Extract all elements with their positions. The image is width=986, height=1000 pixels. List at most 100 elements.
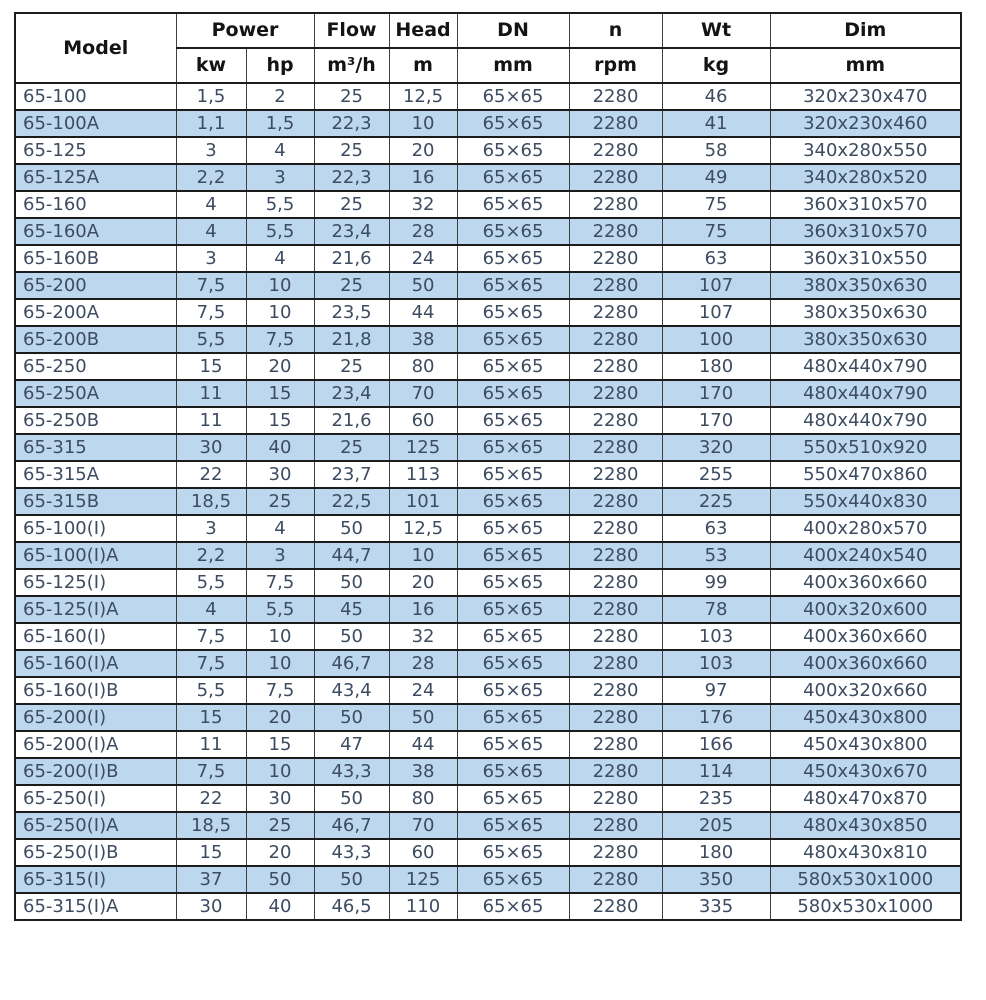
cell-weight: 235 bbox=[661, 784, 771, 813]
cell-dim: 480x430x850 bbox=[769, 811, 962, 840]
cell-dn: 65×65 bbox=[456, 460, 570, 489]
cell-power-kw: 7,5 bbox=[175, 649, 247, 678]
cell-head: 50 bbox=[388, 703, 458, 732]
col-header-wt: Wt bbox=[661, 12, 771, 49]
cell-speed: 2280 bbox=[568, 190, 663, 219]
cell-power-kw: 4 bbox=[175, 217, 247, 246]
cell-power-hp: 10 bbox=[245, 298, 315, 327]
cell-weight: 180 bbox=[661, 352, 771, 381]
cell-power-kw: 18,5 bbox=[175, 811, 247, 840]
cell-power-kw: 4 bbox=[175, 595, 247, 624]
cell-dn: 65×65 bbox=[456, 406, 570, 435]
cell-speed: 2280 bbox=[568, 838, 663, 867]
cell-flow: 43,3 bbox=[313, 838, 390, 867]
cell-model: 65-100 bbox=[14, 82, 177, 111]
cell-flow: 50 bbox=[313, 622, 390, 651]
cell-speed: 2280 bbox=[568, 460, 663, 489]
table-row: 65-250(I)B 15 20 43,3 60 65×65 2280 180 480x430x… bbox=[14, 838, 962, 867]
cell-model: 65-200(I)B bbox=[14, 757, 177, 786]
cell-dn: 65×65 bbox=[456, 676, 570, 705]
cell-head: 24 bbox=[388, 244, 458, 273]
cell-dim: 320x230x460 bbox=[769, 109, 962, 138]
cell-power-kw: 5,5 bbox=[175, 325, 247, 354]
cell-dim: 340x280x520 bbox=[769, 163, 962, 192]
cell-weight: 114 bbox=[661, 757, 771, 786]
cell-head: 16 bbox=[388, 595, 458, 624]
cell-model: 65-200 bbox=[14, 271, 177, 300]
cell-flow: 23,4 bbox=[313, 379, 390, 408]
cell-flow: 46,7 bbox=[313, 649, 390, 678]
cell-head: 60 bbox=[388, 838, 458, 867]
cell-power-kw: 30 bbox=[175, 892, 247, 921]
cell-power-kw: 18,5 bbox=[175, 487, 247, 516]
cell-dim: 380x350x630 bbox=[769, 271, 962, 300]
cell-weight: 41 bbox=[661, 109, 771, 138]
cell-speed: 2280 bbox=[568, 379, 663, 408]
cell-speed: 2280 bbox=[568, 595, 663, 624]
cell-power-hp: 20 bbox=[245, 352, 315, 381]
cell-power-hp: 10 bbox=[245, 757, 315, 786]
cell-flow: 25 bbox=[313, 433, 390, 462]
cell-dn: 65×65 bbox=[456, 271, 570, 300]
cell-dn: 65×65 bbox=[456, 730, 570, 759]
table-row: 65-250(I)A 18,5 25 46,7 70 65×65 2280 205 480x43… bbox=[14, 811, 962, 840]
cell-power-hp: 15 bbox=[245, 379, 315, 408]
cell-power-hp: 4 bbox=[245, 136, 315, 165]
cell-speed: 2280 bbox=[568, 784, 663, 813]
header-row-units: kw hp m³/h m mm rpm kg mm bbox=[15, 47, 962, 84]
cell-dim: 480x440x790 bbox=[769, 352, 962, 381]
cell-head: 12,5 bbox=[388, 82, 458, 111]
cell-power-hp: 10 bbox=[245, 271, 315, 300]
table-row: 65-315(I) 37 50 50 125 65×65 2280 350 580x530x10… bbox=[14, 865, 962, 894]
cell-model: 65-250 bbox=[14, 352, 177, 381]
cell-speed: 2280 bbox=[568, 865, 663, 894]
col-header-flow: Flow bbox=[313, 12, 390, 49]
cell-model: 65-125A bbox=[14, 163, 177, 192]
unit-header-head: m bbox=[388, 47, 458, 84]
cell-speed: 2280 bbox=[568, 703, 663, 732]
cell-power-kw: 22 bbox=[175, 460, 247, 489]
cell-head: 38 bbox=[388, 757, 458, 786]
cell-head: 113 bbox=[388, 460, 458, 489]
cell-model: 65-250(I) bbox=[14, 784, 177, 813]
cell-speed: 2280 bbox=[568, 325, 663, 354]
cell-head: 60 bbox=[388, 406, 458, 435]
cell-dim: 400x320x600 bbox=[769, 595, 962, 624]
cell-head: 12,5 bbox=[388, 514, 458, 543]
cell-model: 65-100(I) bbox=[14, 514, 177, 543]
cell-speed: 2280 bbox=[568, 136, 663, 165]
cell-head: 110 bbox=[388, 892, 458, 921]
table-row: 65-100(I) 3 4 50 12,5 65×65 2280 63 400x280x570 bbox=[14, 514, 962, 543]
cell-power-kw: 7,5 bbox=[175, 757, 247, 786]
cell-head: 16 bbox=[388, 163, 458, 192]
table-row: 65-160(I)A 7,5 10 46,7 28 65×65 2280 103 400x360… bbox=[14, 649, 962, 678]
cell-dim: 400x360x660 bbox=[769, 649, 962, 678]
cell-speed: 2280 bbox=[568, 487, 663, 516]
cell-speed: 2280 bbox=[568, 892, 663, 921]
col-header-head: Head bbox=[388, 12, 458, 49]
cell-speed: 2280 bbox=[568, 649, 663, 678]
cell-weight: 107 bbox=[661, 298, 771, 327]
cell-flow: 46,7 bbox=[313, 811, 390, 840]
cell-dim: 450x430x670 bbox=[769, 757, 962, 786]
cell-dim: 580x530x1000 bbox=[769, 892, 962, 921]
cell-dn: 65×65 bbox=[456, 325, 570, 354]
cell-speed: 2280 bbox=[568, 730, 663, 759]
cell-dn: 65×65 bbox=[456, 568, 570, 597]
cell-power-kw: 15 bbox=[175, 838, 247, 867]
cell-power-kw: 11 bbox=[175, 379, 247, 408]
cell-weight: 75 bbox=[661, 190, 771, 219]
table-body: 65-100 1,5 2 25 12,5 65×65 2280 46 320x230x470 65… bbox=[14, 82, 962, 921]
cell-weight: 170 bbox=[661, 379, 771, 408]
cell-model: 65-315(I)A bbox=[14, 892, 177, 921]
cell-flow: 50 bbox=[313, 514, 390, 543]
unit-header-dn: mm bbox=[456, 47, 570, 84]
cell-head: 28 bbox=[388, 217, 458, 246]
table-row: 65-100A 1,1 1,5 22,3 10 65×65 2280 41 320x230x46… bbox=[14, 109, 962, 138]
cell-dn: 65×65 bbox=[456, 433, 570, 462]
unit-header-kw: kw bbox=[175, 47, 247, 84]
cell-weight: 58 bbox=[661, 136, 771, 165]
cell-dim: 400x360x660 bbox=[769, 568, 962, 597]
cell-power-hp: 7,5 bbox=[245, 676, 315, 705]
cell-head: 20 bbox=[388, 568, 458, 597]
